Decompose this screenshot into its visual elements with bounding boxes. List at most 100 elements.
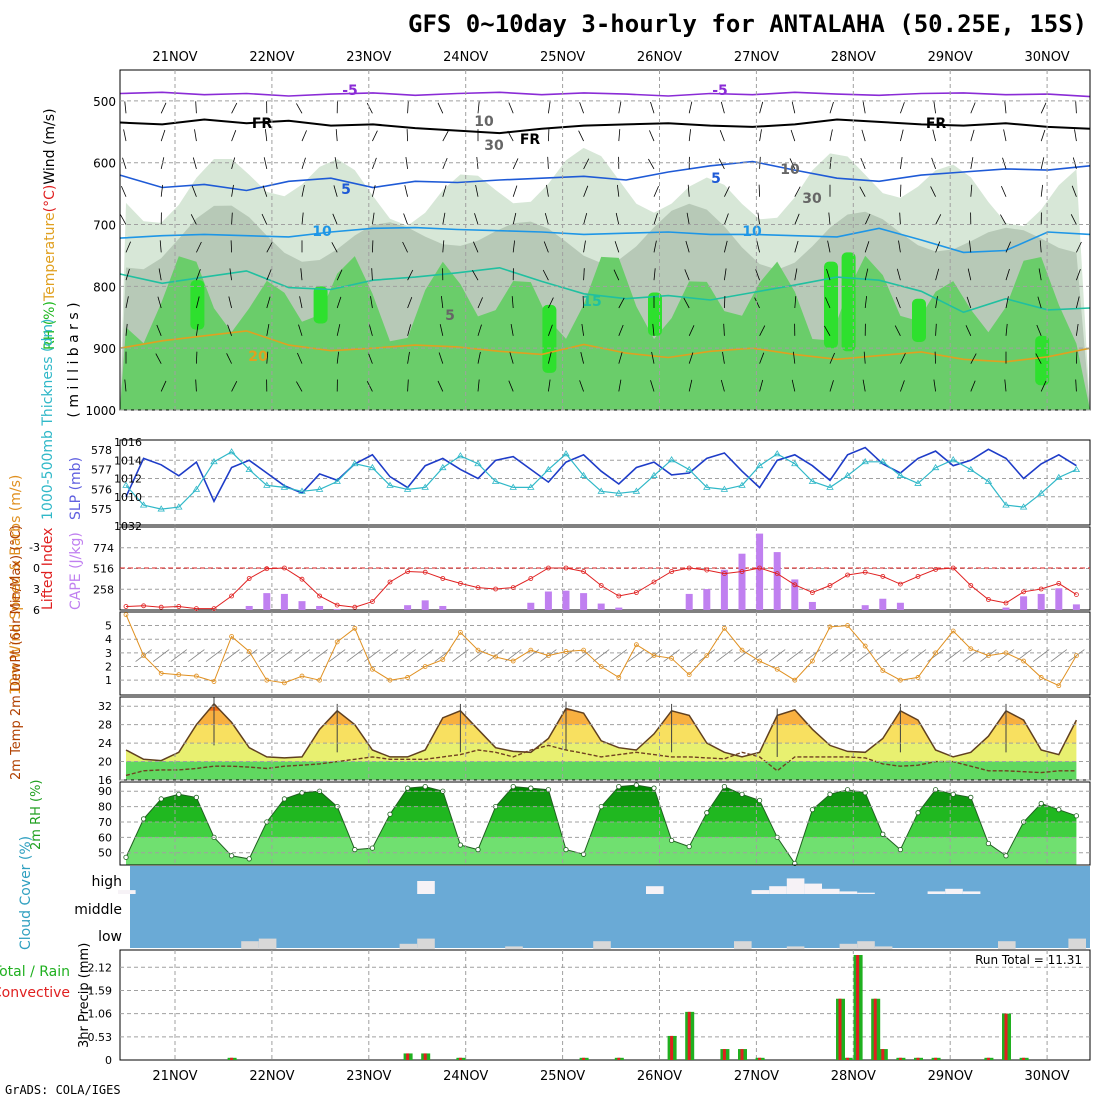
wind-barb — [548, 379, 551, 392]
wind-barb — [756, 240, 760, 253]
x-tick-label-bottom: 28NOV — [831, 1069, 876, 1084]
y-tick-label: 600 — [93, 157, 116, 171]
slp-axis-title: SLP (mb) — [68, 457, 84, 520]
wind-barb — [688, 129, 691, 142]
wind-barb — [240, 649, 258, 662]
wind-barb — [786, 649, 804, 662]
li-point — [933, 567, 938, 572]
wind-barb — [768, 649, 786, 662]
rh-point — [633, 782, 640, 788]
cloud-bar — [593, 941, 611, 949]
y-tick-label: 50 — [98, 847, 112, 860]
x-tick-label-bottom: 30NOV — [1025, 1069, 1070, 1084]
rh-point — [721, 784, 728, 790]
axis-labels: RH (%)Temperature(°C)Wind (m/s) ( m i l l… — [0, 108, 92, 1048]
wind-barb — [650, 101, 655, 114]
wind-barb — [258, 649, 276, 662]
wind-barb — [724, 240, 728, 253]
li-point — [1021, 589, 1026, 595]
wind-barb — [477, 101, 480, 114]
li-point — [1074, 592, 1079, 597]
cape-bar — [333, 609, 341, 610]
rh-point — [1073, 813, 1080, 819]
isotherm-line — [119, 266, 1091, 314]
wind-barb — [1004, 379, 1007, 392]
wind-point — [1056, 683, 1062, 689]
rh-point — [668, 837, 675, 844]
li-point — [264, 566, 270, 572]
axis-title-segment: RH (%) — [42, 301, 58, 350]
wind-barb — [790, 129, 796, 142]
wind-barb — [442, 130, 449, 142]
thickness-point — [298, 487, 306, 494]
precip-conv-bar — [881, 1049, 885, 1060]
cape-bar — [404, 605, 412, 610]
li-point — [457, 581, 463, 586]
wind-barb — [829, 380, 834, 392]
rh-point — [281, 796, 287, 802]
wind-barb — [195, 101, 197, 114]
wind-barb — [892, 649, 909, 662]
wind-barb — [512, 185, 518, 197]
wind-barb — [346, 649, 364, 662]
y-tick-label: 32 — [98, 700, 112, 713]
y-tick-label: 0 — [105, 1054, 112, 1067]
li-point — [123, 604, 129, 609]
wind-barb — [407, 324, 412, 336]
li-point — [299, 576, 305, 582]
cape-bar — [1055, 588, 1063, 610]
wind-barb — [618, 379, 622, 392]
wind-barb — [331, 242, 338, 253]
thickness-point — [843, 471, 852, 478]
x-tick-label-top: 27NOV — [734, 50, 779, 65]
wind-barb — [205, 649, 223, 662]
cloud-level-label: high — [91, 874, 122, 890]
wind-barb — [301, 130, 307, 142]
wind-point — [898, 677, 903, 683]
li-point — [246, 576, 252, 581]
wind-barb — [826, 268, 831, 281]
wind-barb — [900, 184, 902, 197]
wind-barb — [759, 325, 766, 336]
wind-barb — [970, 102, 976, 114]
wind-barb — [548, 101, 551, 114]
wind-point — [792, 677, 798, 683]
contour-label: 10 — [312, 224, 332, 240]
wind-point — [475, 647, 481, 653]
wind-barb — [1075, 101, 1077, 114]
wind-barb — [856, 649, 874, 662]
cloud-bar — [417, 938, 435, 949]
cloud-bar — [945, 888, 963, 894]
wind-barb — [438, 352, 444, 364]
wind-barb — [152, 649, 170, 662]
wind-barb — [653, 240, 657, 253]
thickness-axis-title: 1000-500mb Thickness (dm) — [40, 319, 56, 520]
wind-barb — [794, 268, 798, 281]
cloud-bar — [927, 891, 946, 894]
wind-barb — [859, 186, 866, 197]
y-tick-label: 1.59 — [88, 984, 113, 997]
wind-barb — [487, 649, 504, 662]
wind-barb — [759, 379, 764, 392]
wind-barb — [650, 380, 655, 392]
wind-barb — [372, 240, 374, 253]
wind-point — [950, 628, 956, 634]
wind-barb — [935, 323, 937, 336]
thickness-point — [1037, 489, 1045, 496]
wind-barb — [970, 157, 974, 169]
temp-axis-title: 2m Temp 2m DewPt (6hr Min/Max) (°C) — [9, 525, 24, 780]
wind-barb — [755, 269, 760, 281]
wind-barb — [1076, 323, 1079, 336]
rh-shade-bright — [824, 261, 838, 349]
wind-barb — [1005, 268, 1010, 281]
wind-barb — [442, 157, 448, 170]
li-point — [722, 571, 727, 576]
wind-barb — [403, 213, 408, 225]
li-point — [475, 585, 481, 590]
li-point — [616, 593, 622, 599]
wind-barb — [196, 296, 200, 309]
thickness-point — [210, 457, 218, 465]
wind-point — [651, 653, 657, 658]
temp-band — [126, 743, 1077, 762]
